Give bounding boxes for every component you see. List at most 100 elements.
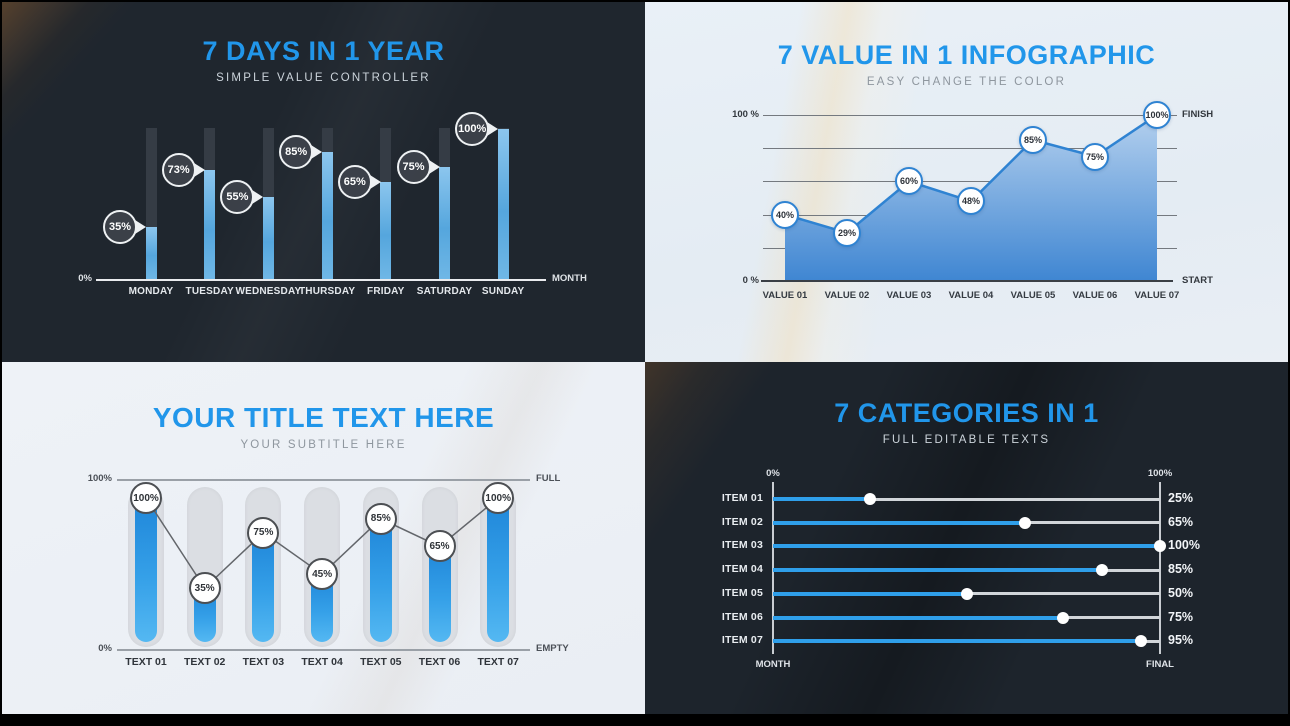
zero-baseline: [761, 280, 1173, 282]
value-bubble-pointer: [193, 162, 205, 177]
day-label: SATURDAY: [416, 286, 473, 297]
items-header: 7 CATEGORIES IN 1 FULL EDITABLE TEXTS: [645, 398, 1288, 446]
item-percent-label: 75%: [1168, 609, 1194, 624]
data-point-bubble: 45%: [306, 558, 339, 591]
pill-fill: [311, 574, 334, 642]
text-x-label: TEXT 04: [301, 656, 343, 668]
value-bubble: 73%: [161, 152, 196, 187]
pill-fill: [487, 498, 510, 642]
slider-track: [773, 497, 1160, 501]
days-y-zero-label: 0%: [78, 273, 92, 284]
slider-fill: [773, 615, 1064, 620]
slider-handle: [863, 493, 876, 505]
data-point-bubble: 40%: [771, 200, 799, 229]
item-label: ITEM 05: [721, 586, 763, 599]
pill-fill: [252, 532, 275, 642]
slider-fill: [773, 568, 1102, 573]
value-bubble: 65%: [337, 164, 372, 199]
value-bubble: 85%: [279, 134, 314, 169]
slider-fill: [773, 639, 1141, 644]
items-axis-hundred-label: 100%: [1147, 468, 1173, 479]
day-label: THURSDAY: [298, 286, 356, 297]
items-right-axis: [1159, 482, 1161, 654]
data-point-bubble: 48%: [957, 187, 985, 216]
pills-y-bottom-label: 0%: [98, 643, 112, 654]
items-title: 7 CATEGORIES IN 1: [834, 398, 1099, 428]
gridline: [763, 247, 1177, 249]
value-x-label: VALUE 02: [824, 290, 870, 301]
slider-handle: [1095, 564, 1108, 577]
value-x-label: VALUE 01: [762, 290, 808, 301]
pills-bottom-rule: [117, 649, 530, 651]
text-x-label: TEXT 05: [360, 656, 402, 668]
gridline: [763, 181, 1177, 183]
day-label: TUESDAY: [185, 286, 234, 297]
bar-fill: [204, 169, 216, 279]
bar-fill: [497, 129, 509, 279]
item-percent-label: 65%: [1168, 514, 1194, 529]
values-start-label: START: [1182, 275, 1213, 286]
slider-handle: [960, 587, 973, 600]
values-finish-label: FINISH: [1182, 109, 1214, 120]
days-subtitle: SIMPLE VALUE CONTROLLER: [216, 72, 431, 84]
gridline: [763, 148, 1177, 150]
slider-handle: [1057, 611, 1070, 624]
days-header: 7 DAYS IN 1 YEAR SIMPLE VALUE CONTROLLER: [2, 36, 645, 84]
value-bubble-pointer: [487, 122, 499, 136]
pills-top-rule: [117, 479, 530, 481]
text-x-label: TEXT 06: [418, 656, 461, 668]
value-bubble-pointer: [428, 159, 440, 174]
value-bubble: 35%: [103, 209, 137, 244]
data-point-bubble: 100%: [130, 482, 162, 514]
data-point-bubble: 65%: [423, 530, 456, 563]
value-x-label: VALUE 03: [886, 290, 932, 301]
values-y-bottom-label: 0 %: [742, 275, 759, 286]
values-y-top-label: 100 %: [732, 109, 759, 120]
pill-fill: [369, 518, 392, 642]
day-label: FRIDAY: [367, 286, 405, 297]
quadrant-grid: 7 DAYS IN 1 YEAR SIMPLE VALUE CONTROLLER…: [2, 2, 1288, 714]
value-bubble-pointer: [135, 219, 146, 234]
day-label: SUNDAY: [481, 286, 525, 297]
item-label: ITEM 07: [721, 634, 763, 647]
day-label: WEDNESDAY: [235, 286, 302, 297]
slider-fill: [773, 591, 967, 596]
days-x-axis-label: MONTH: [552, 273, 587, 284]
slider-handle: [1134, 635, 1147, 648]
value-bubble-pointer: [252, 189, 264, 204]
data-point-bubble: 100%: [482, 482, 515, 514]
values-title: 7 VALUE IN 1 INFOGRAPHIC: [777, 40, 1156, 70]
pills-header: YOUR TITLE TEXT HERE YOUR SUBTITLE HERE: [2, 402, 645, 451]
items-month-label: MONTH: [755, 659, 791, 670]
pills-title: YOUR TITLE TEXT HERE: [152, 402, 495, 433]
items-left-axis: [772, 482, 774, 654]
gridline: [763, 115, 1177, 116]
value-bubble: 75%: [396, 149, 431, 184]
pills-subtitle: YOUR SUBTITLE HERE: [240, 439, 407, 451]
item-percent-label: 50%: [1168, 585, 1194, 600]
data-point-bubble: 75%: [1081, 142, 1109, 171]
data-point-bubble: 75%: [247, 516, 280, 549]
quadrant-days-bar-chart: 7 DAYS IN 1 YEAR SIMPLE VALUE CONTROLLER…: [2, 2, 645, 362]
slider-handle: [1018, 516, 1031, 529]
pills-empty-label: EMPTY: [536, 643, 569, 654]
bar-fill: [321, 151, 333, 279]
values-subtitle: EASY CHANGE THE COLOR: [866, 76, 1067, 88]
pills-y-top-label: 100%: [87, 473, 112, 484]
bar-track: [145, 128, 157, 279]
data-point-bubble: 29%: [833, 218, 861, 247]
quadrant-category-sliders: 7 CATEGORIES IN 1 FULL EDITABLE TEXTS 0%…: [645, 362, 1288, 714]
text-x-label: TEXT 07: [477, 656, 519, 668]
data-point-bubble: 85%: [364, 502, 397, 535]
quadrant-values-area-chart: 7 VALUE IN 1 INFOGRAPHIC EASY CHANGE THE…: [645, 2, 1288, 362]
value-x-label: VALUE 06: [1072, 290, 1118, 301]
slider-fill: [773, 497, 870, 501]
value-bubble-pointer: [369, 174, 381, 189]
days-baseline: [96, 279, 546, 281]
items-subtitle: FULL EDITABLE TEXTS: [882, 434, 1051, 446]
slider-fill: [773, 544, 1160, 549]
item-label: ITEM 04: [721, 563, 763, 576]
item-percent-label: 25%: [1168, 491, 1194, 505]
items-final-label: FINAL: [1146, 659, 1174, 670]
